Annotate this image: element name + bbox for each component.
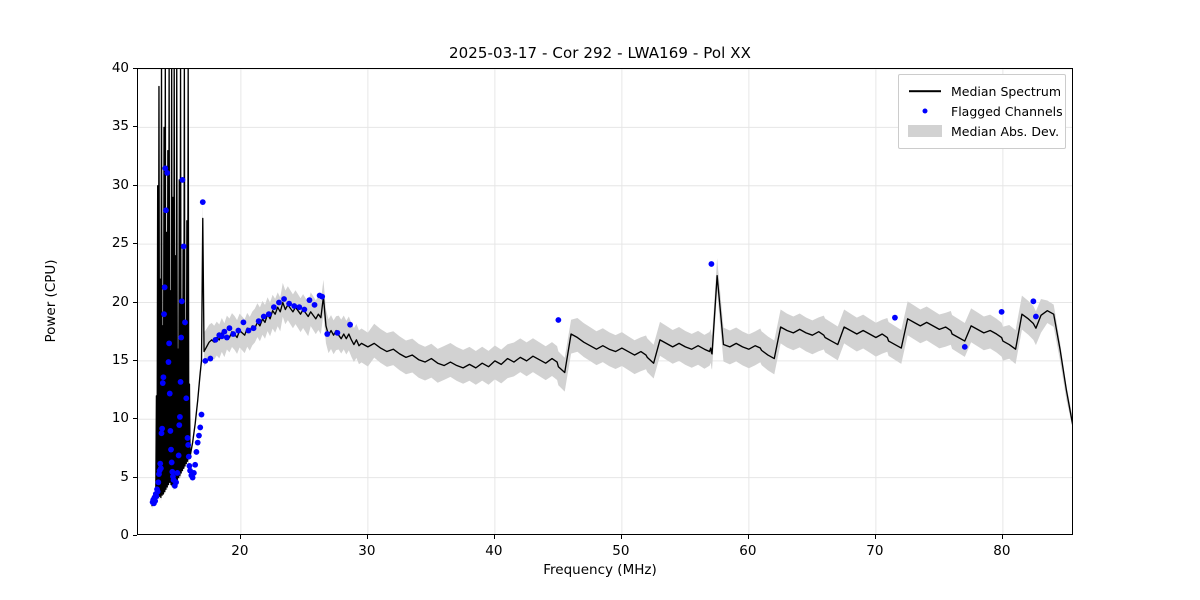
x-tick-mark: [874, 535, 876, 539]
median-abs-dev-band: [151, 173, 1072, 510]
y-tick-mark: [133, 301, 137, 303]
legend-label: Median Spectrum: [951, 83, 1062, 99]
legend-line-swatch: [907, 83, 943, 99]
y-tick-mark: [133, 68, 137, 69]
legend-label: Flagged Channels: [951, 103, 1063, 119]
x-tick-label: 50: [612, 543, 630, 559]
legend-item-median-spectrum: Median Spectrum: [907, 81, 1061, 101]
x-tick-label: 20: [231, 543, 249, 559]
legend-item-flagged-channels: Flagged Channels: [907, 101, 1063, 121]
x-tick-mark: [620, 535, 622, 539]
legend-dot-swatch: [907, 103, 943, 119]
x-tick-mark: [1001, 535, 1003, 539]
x-tick-label: 80: [993, 543, 1011, 559]
y-tick-label: 35: [111, 118, 129, 135]
y-tick-mark: [133, 126, 137, 128]
y-tick-mark: [133, 418, 137, 420]
flagged-channels-markers: [149, 165, 1039, 507]
x-tick-mark: [366, 535, 368, 539]
x-axis-label: Frequency (MHz): [543, 562, 657, 578]
x-tick-mark: [747, 535, 749, 539]
y-axis-label: Power (CPU): [43, 259, 59, 343]
y-tick-label: 30: [111, 176, 129, 193]
legend: Median Spectrum Flagged Channels Median …: [898, 74, 1066, 149]
legend-item-median-abs-dev: Median Abs. Dev.: [907, 121, 1060, 141]
y-tick-mark: [133, 535, 137, 536]
y-tick-mark: [133, 243, 137, 245]
x-tick-label: 60: [739, 543, 757, 559]
y-tick-label: 40: [111, 60, 129, 76]
x-tick-mark: [239, 535, 241, 539]
x-tick-mark: [493, 535, 495, 539]
x-tick-label: 70: [866, 543, 884, 559]
median-spectrum-line: [151, 69, 1072, 507]
y-tick-label: 0: [120, 527, 129, 543]
y-tick-label: 5: [120, 468, 129, 485]
y-tick-label: 15: [111, 351, 129, 368]
spectrum-svg: [138, 69, 1072, 534]
legend-patch-swatch: [907, 123, 943, 139]
legend-label: Median Abs. Dev.: [951, 123, 1060, 139]
y-tick-label: 20: [111, 293, 129, 310]
x-tick-label: 40: [485, 543, 503, 559]
x-tick-label: 30: [358, 543, 376, 559]
y-tick-label: 10: [111, 410, 129, 427]
y-tick-mark: [133, 359, 137, 361]
y-tick-mark: [133, 476, 137, 478]
y-tick-label: 25: [111, 235, 129, 252]
page-title: 2025-03-17 - Cor 292 - LWA169 - Pol XX: [448, 44, 752, 62]
y-tick-mark: [133, 184, 137, 186]
